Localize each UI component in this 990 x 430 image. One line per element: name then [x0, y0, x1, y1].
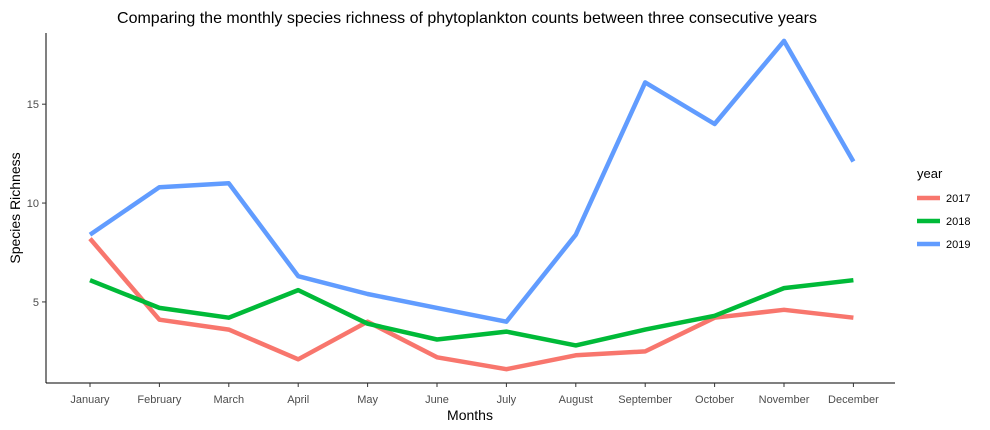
x-tick-label: September — [618, 394, 672, 406]
x-axis-title: Months — [447, 407, 493, 423]
x-tick-label: December — [828, 394, 879, 406]
x-tick-label: November — [759, 394, 810, 406]
plot-area: 5 10 15 January February March April May June Jul… — [27, 33, 895, 406]
y-tick-label: 15 — [27, 99, 39, 111]
x-tick-label: October — [695, 394, 734, 406]
y-tick-label: 5 — [33, 297, 39, 309]
x-tick-label: June — [425, 394, 449, 406]
x-tick-label: April — [287, 394, 309, 406]
x-tick-label: February — [137, 394, 182, 406]
y-axis-title: Species Richness — [7, 152, 23, 263]
x-tick-label: July — [497, 394, 517, 406]
x-tick-label: January — [70, 394, 110, 406]
series-line-2017 — [88, 237, 854, 372]
x-tick-label: August — [559, 394, 593, 406]
legend-label-2019: 2019 — [946, 239, 970, 251]
chart-title: Comparing the monthly species richness o… — [117, 10, 817, 27]
legend-label-2017: 2017 — [946, 193, 970, 205]
x-tick-label: May — [357, 394, 378, 406]
y-tick-label: 10 — [27, 198, 39, 210]
series-line-2018 — [89, 277, 854, 348]
x-tick-label: March — [214, 394, 245, 406]
legend-label-2018: 2018 — [946, 216, 970, 228]
series-line-2019 — [88, 38, 856, 324]
legend-title: year — [917, 166, 943, 181]
legend: year 2017 2018 2019 — [917, 166, 970, 251]
